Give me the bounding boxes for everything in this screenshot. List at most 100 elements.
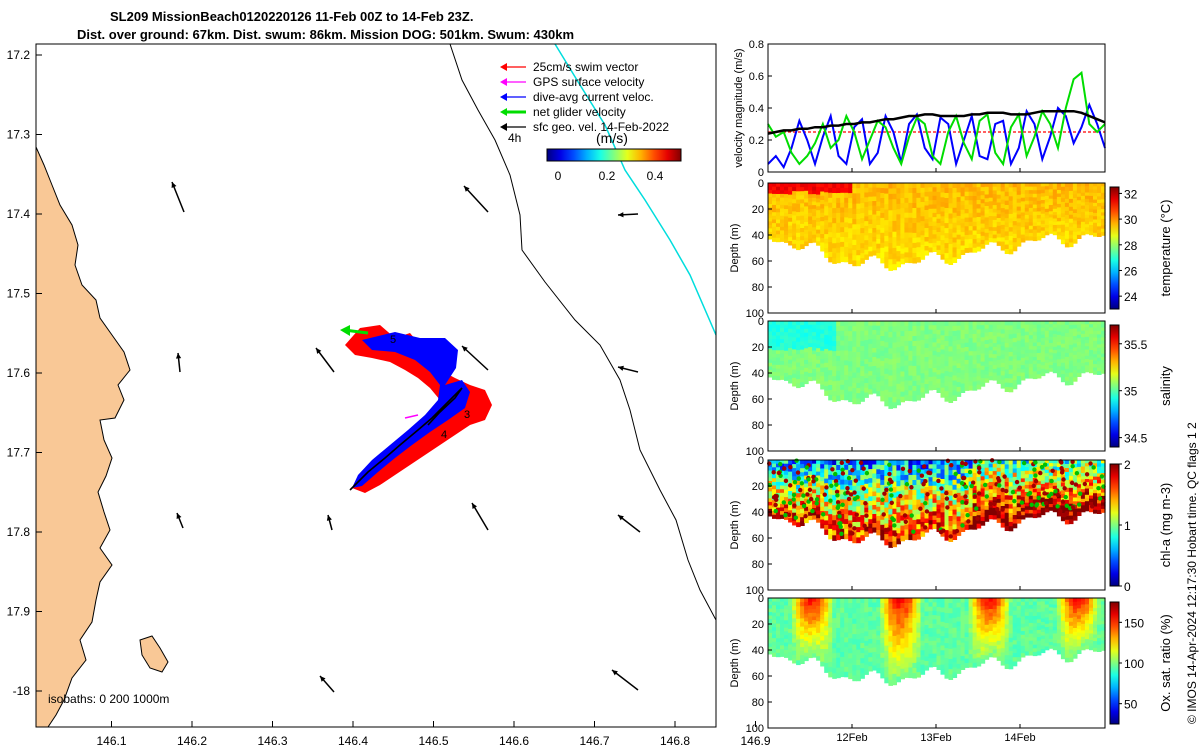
heatmap-cell: [920, 531, 926, 537]
map-x-tick-label: 146.2: [177, 734, 207, 748]
heatmap-cell: [848, 228, 853, 234]
heatmap-cell: [932, 519, 938, 525]
heatmap-cell: [984, 513, 990, 518]
heatmap-cell: [896, 326, 901, 332]
heatmap-cell: [1032, 204, 1038, 209]
heatmap-cell: [892, 253, 897, 260]
heatmap-cell: [884, 220, 889, 226]
heatmap-cell: [1084, 359, 1090, 363]
heatmap-cell: [848, 535, 853, 542]
heatmap-cell: [864, 664, 869, 671]
heatmap-cell: [868, 643, 873, 649]
heatmap-cell: [936, 187, 942, 193]
heatmap-cell: [1008, 486, 1014, 492]
heatmap-cell: [796, 522, 801, 528]
heatmap-cell: [848, 208, 853, 214]
heatmap-cell: [1032, 328, 1038, 333]
heatmap-cell: [904, 330, 909, 337]
heatmap-cell: [916, 474, 921, 481]
heatmap-cell: [892, 673, 897, 680]
heatmap-cell: [1044, 479, 1050, 484]
heatmap-cell: [948, 382, 954, 388]
heatmap-cell: [932, 247, 938, 252]
heatmap-cell: [1052, 366, 1058, 370]
heatmap-cell: [1076, 359, 1082, 364]
heatmap-cell: [876, 612, 881, 618]
heatmap-cell: [776, 350, 781, 355]
heatmap-cell: [1000, 358, 1006, 364]
heatmap-cell: [872, 464, 877, 470]
chl-sample-dot: [835, 493, 840, 498]
heatmap-cell: [908, 460, 913, 466]
heatmap-cell: [900, 613, 905, 619]
heatmap-cell: [904, 247, 909, 253]
heatmap-cell: [848, 198, 853, 204]
heatmap-cell: [916, 509, 921, 515]
heatmap-cell: [984, 321, 990, 326]
heatmap-cell: [956, 525, 962, 532]
heatmap-cell: [952, 504, 958, 511]
heatmap-cell: [876, 469, 881, 475]
heatmap-cell: [928, 243, 934, 249]
heatmap-cell: [776, 630, 781, 636]
chl-sample-dot: [1070, 504, 1076, 510]
heatmap-cell: [788, 241, 793, 246]
heatmap-cell: [964, 204, 970, 210]
heatmap-cell: [776, 234, 781, 239]
heatmap-cell: [876, 325, 881, 331]
heatmap-cell: [1044, 460, 1050, 464]
heatmap-cell: [960, 236, 966, 242]
heatmap-cell: [832, 500, 837, 506]
heatmap-cell: [1076, 193, 1082, 198]
heatmap-cell: [1052, 333, 1058, 338]
heatmap-cell: [940, 363, 946, 370]
heatmap-cell: [884, 352, 889, 359]
heatmap-cell: [1000, 367, 1006, 372]
heatmap-cell: [860, 396, 865, 402]
heatmap-cell: [816, 198, 821, 203]
heatmap-cell: [804, 332, 809, 338]
heatmap-cell: [856, 372, 861, 379]
heatmap-cell: [1016, 515, 1022, 520]
heatmap-cell: [1084, 349, 1090, 354]
chl-sample-dot: [846, 496, 852, 502]
heatmap-cell: [808, 478, 813, 483]
heatmap-cell: [948, 470, 954, 476]
heatmap-cell: [788, 328, 793, 334]
heatmap-cell: [776, 186, 781, 191]
heatmap-cell: [940, 340, 946, 346]
heatmap-cell: [988, 463, 994, 468]
heatmap-cell: [824, 473, 829, 480]
heatmap-cell: [792, 642, 797, 648]
heatmap-cell: [964, 373, 970, 378]
heatmap-cell: [884, 379, 889, 386]
heatmap-cell: [988, 324, 994, 329]
heatmap-cell: [968, 490, 974, 496]
heatmap-cell: [1068, 376, 1074, 382]
heatmap-cell: [1068, 183, 1074, 188]
heatmap-cell: [960, 200, 966, 206]
map-y-tick-label: 17.2: [7, 48, 31, 62]
heatmap-cell: [796, 627, 801, 632]
heatmap-cell: [924, 250, 930, 256]
heatmap-cell: [956, 474, 962, 480]
heatmap-cell: [960, 468, 966, 474]
heatmap-cell: [928, 372, 934, 378]
heatmap-cell: [900, 203, 905, 209]
heatmap-cell: [848, 603, 853, 609]
heatmap-cell: [1036, 331, 1042, 336]
heatmap-cell: [868, 362, 873, 368]
heatmap-cell: [1048, 220, 1054, 225]
heatmap-cell: [788, 221, 793, 227]
heatmap-cell: [916, 202, 921, 209]
heatmap-cell: [1060, 374, 1066, 379]
heatmap-cell: [796, 635, 801, 641]
heatmap-cell: [968, 516, 974, 521]
heatmap-cell: [812, 350, 817, 355]
heatmap-cell: [896, 224, 901, 231]
heatmap-cell: [984, 225, 990, 230]
heatmap-cell: [1052, 202, 1058, 207]
heatmap-cell: [840, 533, 845, 540]
heatmap-cell: [1044, 508, 1050, 513]
